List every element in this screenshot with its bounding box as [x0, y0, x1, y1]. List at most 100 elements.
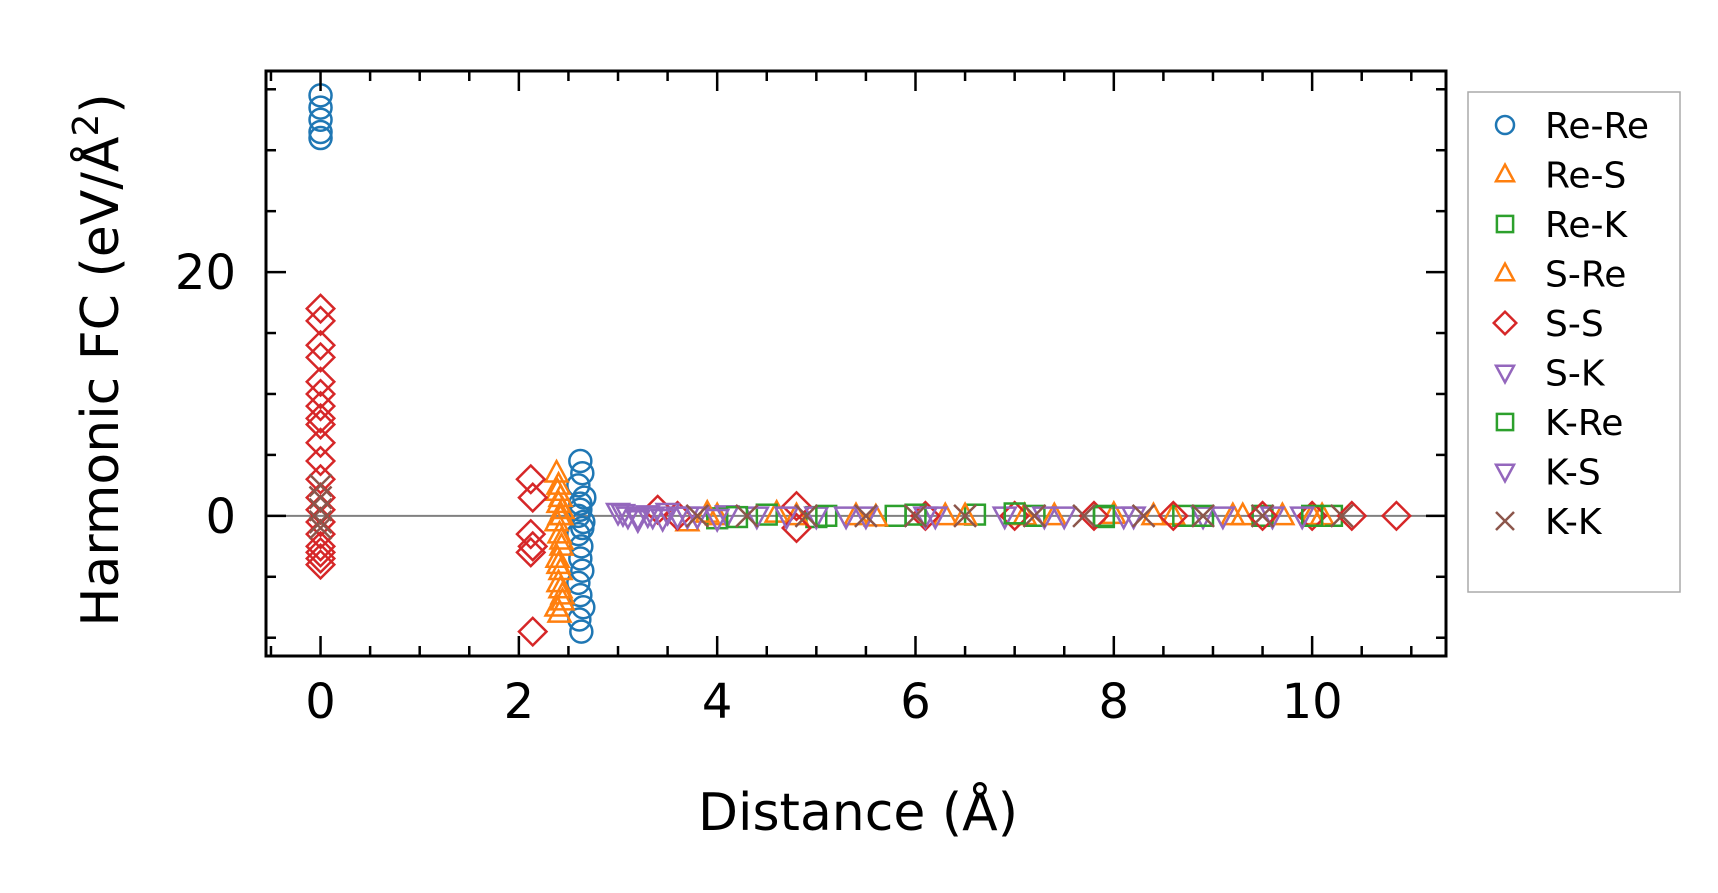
data-point: [305, 366, 337, 398]
legend-marker-s-s: [1491, 309, 1519, 337]
data-point: [570, 460, 595, 486]
legend-items: Re-Re Re-S Re-K S-Re S-S S-K K-Re K-S K-K: [1491, 106, 1649, 543]
data-point: [305, 536, 337, 568]
data-point: [572, 485, 597, 510]
data-point: [1251, 504, 1274, 527]
data-series-layer: [305, 83, 1412, 648]
data-point: [1219, 501, 1246, 526]
plot-frame: [264, 69, 1448, 658]
data-point: [1209, 506, 1236, 531]
data-point: [1078, 500, 1110, 532]
data-point: [1022, 503, 1047, 528]
data-point: [568, 448, 593, 474]
data-point: [308, 516, 333, 540]
legend-marker-s-k: [1493, 364, 1517, 386]
data-point: [1191, 503, 1215, 528]
data-point: [517, 482, 549, 514]
data-point: [951, 501, 979, 526]
data-point: [305, 378, 337, 410]
data-point: [1051, 506, 1078, 531]
plot-area: 0 2 4 6 8 10 0 20: [175, 69, 1448, 730]
data-point: [308, 485, 333, 510]
data-point: [515, 536, 547, 568]
data-point: [517, 616, 549, 648]
x-tick-label: 4: [702, 674, 733, 730]
x-tick-label: 10: [1282, 674, 1343, 730]
data-point: [1157, 500, 1189, 532]
data-point: [780, 490, 813, 522]
data-point: [624, 507, 651, 532]
data-point: [571, 595, 596, 620]
data-point: [570, 558, 595, 583]
data-point: [932, 501, 959, 526]
series-k-k: [308, 473, 1354, 540]
data-point: [704, 501, 731, 526]
x-axis-label: Distance (Å): [698, 781, 1018, 843]
legend-label: K-Re: [1545, 403, 1623, 444]
data-point: [815, 504, 838, 527]
data-point: [548, 525, 575, 550]
data-point: [903, 503, 928, 528]
tick-marks: [266, 71, 1446, 656]
data-point: [545, 488, 572, 514]
legend-label: S-Re: [1545, 255, 1626, 296]
data-point: [308, 107, 333, 132]
data-point: [852, 506, 880, 531]
legend-marker-re-k: [1495, 214, 1515, 234]
data-point: [545, 549, 572, 575]
data-point: [755, 503, 778, 526]
data-point: [568, 546, 593, 571]
data-point: [1072, 503, 1096, 528]
data-point: [1269, 501, 1296, 526]
data-point: [832, 506, 860, 531]
y-tick-label: 0: [205, 489, 236, 545]
y-axis-label: Harmonic FC (eV/Å2): [66, 93, 131, 626]
data-point: [904, 503, 927, 526]
series-re-s: [543, 458, 1336, 623]
data-point: [308, 125, 333, 151]
data-point: [953, 503, 977, 528]
legend-label: Re-K: [1545, 205, 1629, 246]
data-point: [517, 530, 549, 562]
data-point: [704, 508, 731, 534]
legend-marker-k-k: [1495, 511, 1515, 531]
data-point: [305, 293, 337, 325]
tick-labels: 0 2 4 6 8 10 0 20: [175, 245, 1343, 730]
data-point: [305, 445, 337, 477]
data-point: [685, 503, 710, 528]
data-point: [1247, 500, 1279, 532]
legend-label: S-K: [1545, 354, 1606, 395]
data-point: [308, 497, 333, 522]
data-point: [773, 506, 800, 531]
data-point: [305, 341, 337, 373]
data-point: [515, 463, 547, 495]
data-point: [305, 390, 337, 422]
data-point: [566, 570, 591, 596]
data-point: [1041, 501, 1068, 526]
data-point: [1131, 503, 1156, 528]
data-point: [305, 408, 337, 440]
data-point: [1191, 504, 1215, 527]
data-point: [308, 510, 333, 534]
data-point: [515, 518, 547, 550]
series-re-re: [308, 83, 597, 644]
legend-marker-k-s: [1493, 463, 1517, 485]
legend-marker-re-re: [1494, 114, 1516, 136]
data-point: [566, 473, 591, 498]
x-tick-label: 8: [1099, 674, 1130, 730]
data-point: [549, 586, 576, 611]
data-point: [308, 95, 333, 120]
data-point: [639, 506, 666, 531]
data-point: [854, 503, 878, 528]
legend-label: Re-Re: [1545, 106, 1649, 147]
data-point: [735, 503, 759, 528]
legend-label: K-S: [1545, 453, 1601, 494]
data-point: [305, 549, 337, 581]
data-point: [305, 530, 337, 562]
legend-marker-re-s: [1493, 161, 1517, 183]
data-point: [547, 574, 574, 599]
data-point: [1336, 500, 1368, 532]
data-point: [305, 329, 337, 361]
legend-label: K-K: [1545, 502, 1603, 543]
y-axis-label-close: ): [71, 93, 131, 113]
